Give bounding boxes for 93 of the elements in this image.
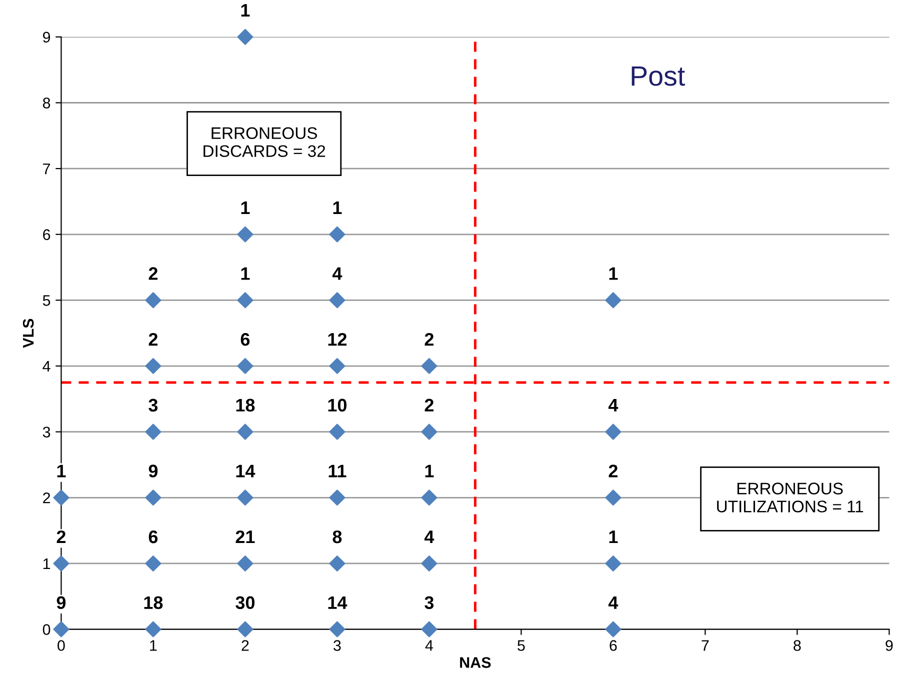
annotation: 2 [608, 464, 618, 478]
point [237, 226, 254, 242]
point [329, 358, 346, 374]
annotation: 14 [236, 464, 256, 478]
annotation: 12 [328, 332, 347, 346]
point [145, 424, 162, 440]
y-axis-title: VLS [22, 318, 34, 348]
annotation: 8 [332, 530, 342, 544]
annotation: 2 [424, 398, 434, 412]
annotation: 1 [241, 202, 250, 214]
annotation: 21 [236, 530, 255, 544]
annotation: 11 [328, 464, 346, 478]
annotation: 14 [328, 596, 348, 609]
point [237, 292, 254, 308]
x-axis-title: NAS [460, 657, 491, 668]
point [237, 490, 254, 506]
annotation: ERRONEOUS DISCARDS = 32 [204, 127, 326, 158]
annotation: 9 [148, 464, 158, 478]
annotation: 1 [57, 464, 66, 478]
point [145, 358, 162, 374]
x-tick-label: 8 [794, 640, 801, 651]
point [237, 621, 254, 638]
point [421, 621, 438, 638]
y-tick-label: 2 [43, 492, 50, 504]
annotation: 2 [56, 530, 66, 544]
point [329, 292, 346, 308]
point [237, 28, 254, 45]
annotation: 2 [148, 332, 158, 346]
annotation: 4 [608, 398, 618, 412]
y-tick-label: 8 [42, 98, 50, 108]
point [237, 424, 254, 440]
x-tick-label: 7 [702, 640, 709, 651]
annotation: 1 [425, 464, 434, 478]
point [421, 555, 438, 572]
point [605, 621, 622, 638]
x-tick-label: 9 [886, 640, 893, 651]
point [605, 490, 622, 506]
annotation: 1 [333, 202, 342, 214]
point [53, 490, 70, 506]
y-tick-label: 6 [43, 229, 50, 240]
point [53, 555, 70, 572]
x-tick-label: 2 [242, 640, 249, 651]
y-tick-label: 9 [43, 32, 50, 43]
annotation: 1 [241, 267, 250, 280]
annotation: 18 [236, 398, 255, 412]
point [605, 292, 622, 308]
point [145, 621, 162, 638]
point [605, 424, 622, 440]
annotation: 1 [241, 4, 250, 17]
x-tick-label: 5 [518, 640, 525, 651]
annotation: 4 [332, 267, 342, 280]
annotation: 1 [609, 267, 618, 280]
annotation: 2 [148, 267, 158, 280]
annotation: 2 [424, 332, 434, 346]
x-tick-label: 1 [150, 640, 157, 651]
point [237, 555, 254, 572]
annotation: 1 [609, 530, 618, 544]
annotation: 6 [148, 530, 158, 544]
annotation: Post [632, 66, 685, 86]
point [145, 555, 162, 572]
annotation: 4 [424, 530, 434, 544]
point [329, 490, 346, 506]
point [421, 490, 438, 506]
point [145, 490, 162, 506]
point [421, 358, 438, 374]
point [145, 292, 162, 308]
x-tick-label: 6 [610, 640, 617, 651]
point [329, 555, 346, 572]
y-tick-label: 0 [42, 624, 50, 635]
point [237, 358, 254, 374]
annotation: 4 [608, 596, 618, 609]
annotation: 10 [328, 398, 347, 412]
y-tick-label: 1 [43, 558, 50, 569]
point [329, 424, 346, 440]
point [53, 621, 70, 638]
x-tick-label: 0 [58, 640, 65, 651]
point [329, 226, 346, 242]
x-tick-label: 3 [334, 640, 341, 651]
point [605, 555, 622, 572]
annotation: 6 [240, 332, 250, 346]
x-tick-label: 4 [425, 640, 433, 651]
annotation: 30 [236, 596, 254, 610]
y-tick-label: 4 [42, 361, 50, 372]
annotation: 9 [56, 596, 66, 610]
y-tick-label: 3 [42, 426, 50, 438]
annotation: ERRONEOUS UTILIZATIONS = 11 [717, 482, 864, 512]
annotation: 3 [424, 596, 434, 610]
point [329, 621, 346, 638]
y-tick-label: 5 [42, 295, 50, 306]
annotation: 3 [148, 398, 158, 412]
point [421, 424, 438, 440]
y-tick-label: 7 [43, 164, 50, 174]
annotation: 18 [144, 596, 163, 610]
